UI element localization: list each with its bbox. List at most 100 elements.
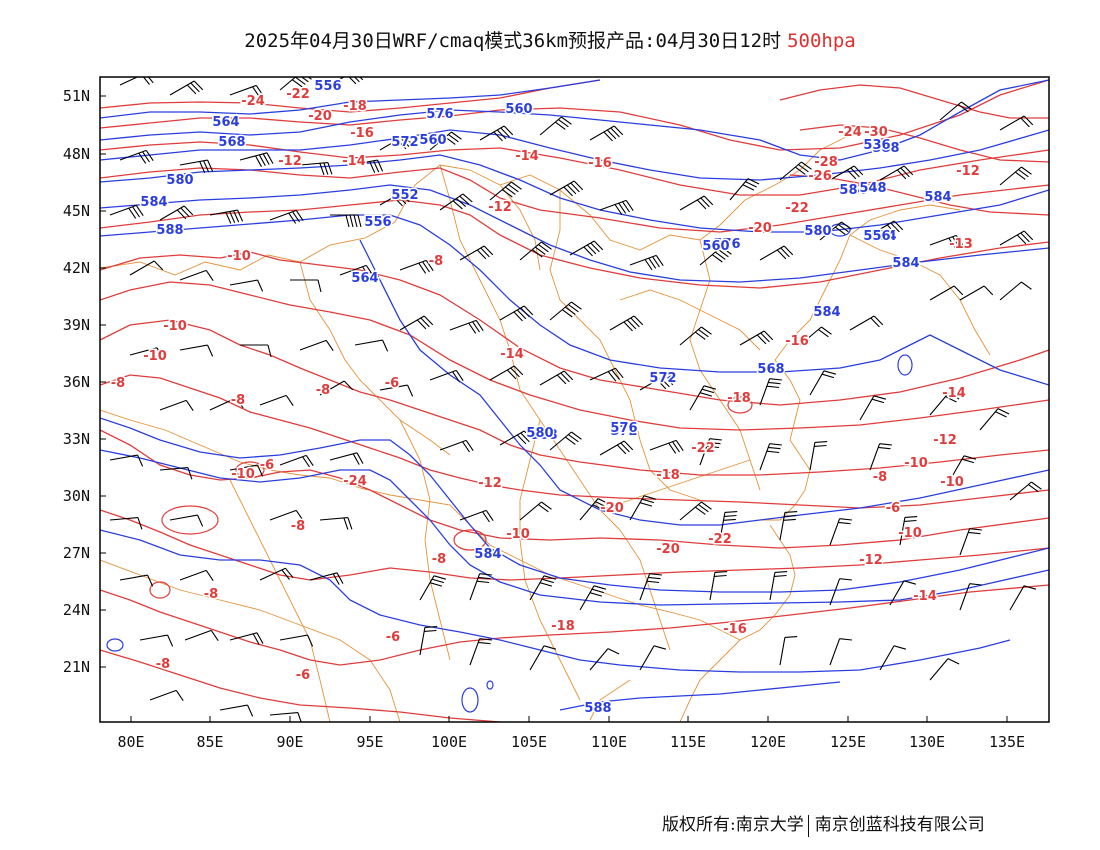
wind-barb bbox=[109, 454, 144, 467]
wind-barb bbox=[709, 571, 728, 601]
temperature-label: -6 bbox=[886, 501, 900, 516]
temperature-label: -8 bbox=[432, 552, 446, 567]
temperature-label: -12 bbox=[859, 553, 883, 568]
temperature-label: -6 bbox=[260, 458, 274, 473]
wind-barb bbox=[759, 378, 782, 406]
wind-barb bbox=[279, 454, 314, 468]
wind-barb bbox=[429, 131, 462, 151]
lon-label: 110E bbox=[591, 733, 627, 751]
wind-barb bbox=[379, 190, 414, 207]
wind-barb bbox=[499, 305, 534, 322]
wind-barb bbox=[119, 149, 154, 164]
wind-barb bbox=[119, 574, 154, 587]
wind-barb bbox=[949, 455, 977, 481]
wind-barb bbox=[330, 214, 362, 228]
wind-barb bbox=[809, 441, 828, 471]
wind-barb bbox=[439, 439, 474, 453]
wind-barb bbox=[979, 408, 1010, 431]
geopotential-label: 584 bbox=[892, 256, 919, 271]
wind-barb bbox=[209, 397, 244, 411]
temperature-label: -13 bbox=[949, 237, 973, 252]
wind-barb bbox=[339, 264, 374, 278]
wind-barb bbox=[879, 645, 907, 671]
wind-barb bbox=[119, 77, 154, 86]
temperature-label: -16 bbox=[723, 622, 747, 637]
geopotential-label: 584 bbox=[474, 547, 501, 562]
wind-barb bbox=[899, 516, 918, 546]
wind-barb bbox=[379, 135, 414, 151]
geopotential-label: 564 bbox=[212, 115, 239, 130]
wind-barb bbox=[309, 572, 344, 585]
wind-barb bbox=[499, 430, 534, 446]
geopotential-label: 564 bbox=[351, 271, 378, 286]
geopotential-label: 572 bbox=[649, 371, 676, 386]
wind-barb bbox=[579, 585, 607, 611]
wind-barb bbox=[439, 193, 473, 211]
wind-barb bbox=[299, 339, 334, 352]
wind-barb bbox=[649, 439, 684, 454]
wind-barb bbox=[679, 501, 712, 521]
copyright-footer: 版权所有:南京大学 南京创蓝科技有限公司 bbox=[662, 810, 985, 837]
wind-barb bbox=[269, 509, 304, 522]
wind-barb bbox=[959, 583, 982, 611]
temperature-label: -28 bbox=[814, 155, 838, 170]
border-line bbox=[619, 289, 761, 351]
geopotential-label: 588 bbox=[872, 141, 899, 156]
temperature-label: -24 bbox=[241, 94, 265, 109]
temperature-contours bbox=[100, 79, 1049, 722]
wind-barb bbox=[129, 260, 164, 276]
border-line bbox=[679, 639, 741, 722]
wind-barb bbox=[529, 575, 557, 601]
wind-barb bbox=[999, 115, 1034, 131]
wind-barb bbox=[869, 443, 892, 471]
temperature-isotherm bbox=[100, 374, 1049, 509]
temperature-label: -12 bbox=[933, 433, 957, 448]
wind-barb bbox=[419, 575, 447, 601]
temperature-label: -30 bbox=[864, 125, 888, 140]
wind-barb bbox=[179, 269, 214, 282]
wind-barb bbox=[519, 241, 552, 261]
wind-barb bbox=[859, 395, 887, 421]
temperature-isotherm bbox=[100, 251, 1049, 406]
lon-label: 105E bbox=[511, 733, 547, 751]
temperature-label: -14 bbox=[515, 149, 539, 164]
temperature-isotherm bbox=[100, 584, 1049, 666]
wind-barb bbox=[819, 221, 852, 241]
lon-label: 130E bbox=[909, 733, 945, 751]
wind-barb bbox=[229, 464, 264, 477]
border-line bbox=[489, 544, 741, 641]
wind-barb bbox=[469, 638, 492, 666]
temperature-label: -16 bbox=[588, 156, 612, 171]
temperature-label: -8 bbox=[291, 519, 305, 534]
wind-barb bbox=[269, 209, 304, 224]
wind-barb bbox=[159, 399, 194, 412]
temperature-label: -12 bbox=[956, 164, 980, 179]
company-text: 南京创蓝科技有限公司 bbox=[814, 815, 985, 835]
temperature-isotherm-loop bbox=[235, 461, 265, 479]
wind-barb bbox=[729, 178, 760, 201]
temperature-label: -16 bbox=[785, 334, 809, 349]
geopotential-label: 588 bbox=[584, 701, 611, 716]
wind-barb bbox=[999, 230, 1034, 246]
lat-label: 48N bbox=[63, 145, 90, 163]
geopotential-label: 576 bbox=[648, 371, 675, 386]
border-line bbox=[689, 239, 761, 491]
temperature-label: -26 bbox=[808, 169, 832, 184]
temperature-label: -24 bbox=[343, 474, 367, 489]
footer-divider bbox=[807, 814, 809, 837]
wind-barb bbox=[489, 365, 524, 381]
geopotential-contours bbox=[100, 79, 1049, 713]
geopotential-label: 584 bbox=[140, 195, 167, 210]
title-level: 500hpa bbox=[787, 30, 856, 52]
wind-barb bbox=[879, 165, 914, 181]
wind-barb bbox=[379, 384, 414, 397]
geopotential-label: 584 bbox=[924, 190, 951, 205]
temperature-isotherm bbox=[100, 79, 601, 113]
wind-barb bbox=[639, 645, 667, 671]
lat-label: 33N bbox=[63, 430, 90, 448]
border-line bbox=[399, 419, 451, 661]
wind-barbs bbox=[109, 77, 1042, 722]
geopotential-contour-loop bbox=[829, 223, 851, 237]
lat-label: 27N bbox=[63, 544, 90, 562]
geopotential-contour bbox=[100, 529, 1011, 673]
